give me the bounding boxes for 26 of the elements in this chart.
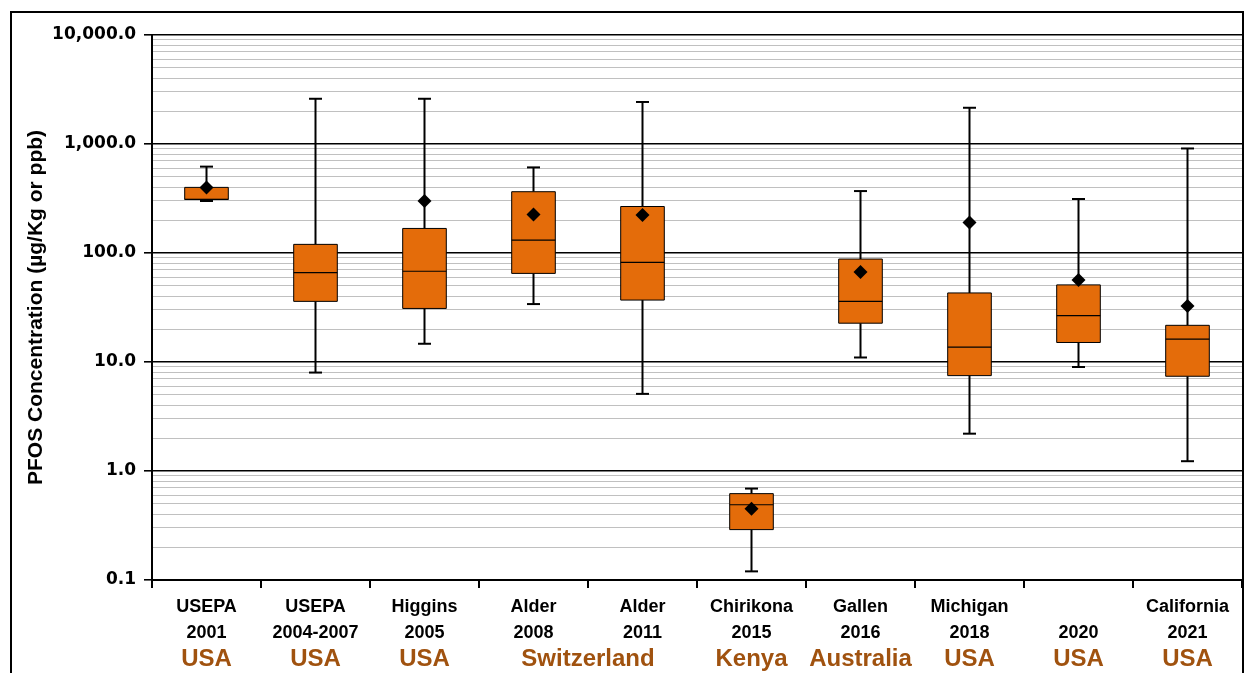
text: USA xyxy=(181,643,232,671)
y-tick-label: 0.1 xyxy=(105,568,136,589)
x-tick-label: Michigan 2018 xyxy=(930,596,1009,643)
x-tick-label: Alder 2011 xyxy=(619,596,666,643)
y-tick-label: 10.0 xyxy=(94,350,137,371)
x-tick-label: Higgins 2005 xyxy=(391,596,458,643)
text: USA xyxy=(1162,643,1213,671)
x-tick-label: Alder 2008 xyxy=(510,596,557,643)
text: Australia xyxy=(809,643,913,671)
text: USA xyxy=(944,643,995,671)
text: USA xyxy=(1053,643,1104,671)
y-tick-label: 1,000.0 xyxy=(63,132,137,153)
x-tick-label: Chirikona 2015 xyxy=(709,596,794,643)
text: Kenya xyxy=(715,643,789,671)
x-tick-label: Gallen 2016 xyxy=(832,596,889,643)
x-tick-label: California 2021 xyxy=(1145,596,1230,643)
y-tick-label: 100.0 xyxy=(82,241,137,262)
y-axis-title: PFOS Concentration (µg/Kg or ppb) xyxy=(23,129,47,486)
y-tick-label: 10,000.0 xyxy=(52,23,137,44)
y-tick-label: 1.0 xyxy=(105,459,137,480)
x-tick-label: USEPA 2004-2007 xyxy=(272,596,359,643)
x-tick-label: USEPA 2001 xyxy=(176,596,237,643)
text: USA xyxy=(290,643,341,671)
text: USA xyxy=(399,643,450,671)
text: Switzerland xyxy=(521,643,655,671)
x-tick-label: 2020 xyxy=(1058,622,1099,643)
